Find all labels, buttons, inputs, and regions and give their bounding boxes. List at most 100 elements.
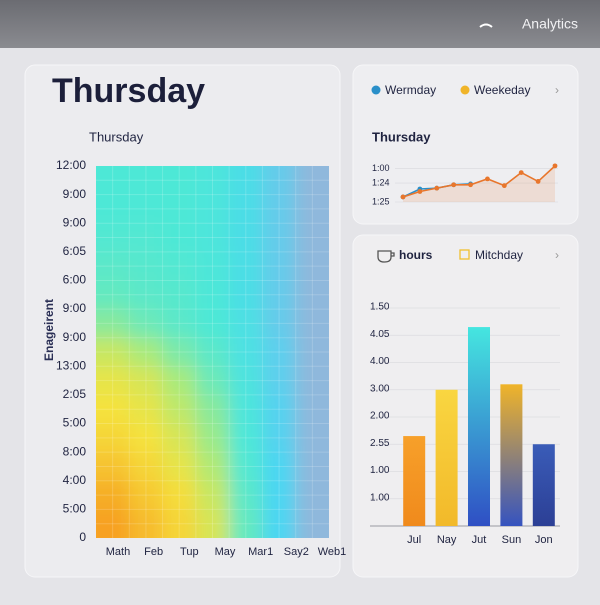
y-tick-label: 5:00 (63, 416, 87, 430)
heat-cell (129, 366, 164, 396)
heat-cell (96, 251, 131, 282)
header-icon[interactable] (479, 23, 493, 28)
heat-cell (162, 423, 197, 454)
heat-cell (162, 166, 197, 196)
line-title: Thursday (372, 129, 431, 144)
point (434, 185, 440, 191)
page-title: Thursday (52, 72, 205, 110)
heat-cell (262, 366, 297, 396)
heat-cell (96, 280, 131, 311)
point (417, 189, 423, 194)
x-tick-label: Nay (437, 534, 457, 546)
y-tick-label: 1:00 (372, 163, 390, 173)
x-tick-label: Tup (180, 546, 199, 558)
heat-cell (195, 366, 231, 396)
heat-cell (162, 280, 197, 311)
heat-cell (195, 452, 231, 482)
bar (403, 436, 426, 526)
heatmap-cells (96, 166, 329, 538)
heat-cell (162, 394, 197, 425)
x-tick-label: Say2 (284, 546, 309, 558)
heat-cell (96, 480, 131, 511)
y-tick-label: 1:25 (372, 196, 390, 206)
legend-swatch (371, 85, 381, 95)
heat-cell (295, 280, 329, 311)
x-tick-label: Sun (502, 534, 522, 546)
heat-cell (195, 509, 231, 538)
heat-cell (229, 452, 264, 482)
point (501, 183, 507, 189)
x-tick-label: Jul (407, 534, 421, 546)
heat-cell (96, 509, 131, 538)
heat-cell (229, 223, 264, 253)
heat-cell (129, 480, 164, 511)
heat-cell (295, 194, 329, 225)
heatmap (96, 166, 329, 538)
y-tick-label: 9:00 (63, 301, 87, 315)
heat-cell (195, 337, 231, 368)
heat-cell (195, 166, 231, 196)
heat-cell (229, 309, 264, 339)
heat-cell (229, 423, 264, 454)
heat-cell (162, 309, 197, 339)
heat-cell (229, 280, 264, 311)
heat-cell (96, 423, 131, 454)
point (400, 194, 406, 200)
more-arrow[interactable]: › (555, 248, 559, 262)
heat-cell (262, 423, 297, 454)
bar (468, 327, 490, 526)
header-bar (0, 0, 600, 48)
heat-cell (129, 309, 164, 339)
heat-cell (162, 509, 197, 538)
y-tick-label: 13:00 (56, 358, 86, 372)
y-tick-label: 6:00 (63, 273, 87, 287)
y-tick-label: 4:00 (63, 473, 87, 487)
heat-cell (262, 280, 297, 311)
heat-cell (262, 509, 297, 538)
heat-cell (295, 166, 329, 196)
heat-cell (96, 223, 131, 253)
y-tick-label: 9:00 (63, 215, 87, 229)
y-tick-label: 0 (79, 530, 86, 544)
x-tick-label: May (215, 546, 236, 558)
point (535, 179, 541, 184)
more-arrow[interactable]: › (555, 83, 559, 97)
y-tick-label: 1.50 (370, 302, 390, 313)
legend-label: Mitchday (475, 248, 523, 262)
heat-cell (295, 509, 329, 538)
heat-cell (162, 194, 197, 225)
heat-cell (295, 394, 329, 425)
heat-cell (129, 394, 164, 425)
point (518, 170, 524, 176)
heat-cell (195, 423, 231, 454)
heat-cell (129, 423, 164, 454)
line-card (352, 64, 579, 225)
heat-cell (229, 480, 264, 511)
heat-cell (195, 309, 231, 339)
heat-cell (129, 337, 164, 368)
heat-cell (195, 194, 231, 225)
y-tick-label: 6:05 (63, 244, 87, 258)
line (402, 165, 556, 198)
heat-cell (96, 166, 131, 196)
legend-swatch (460, 85, 470, 95)
heat-cell (96, 366, 131, 396)
heat-cell (262, 480, 297, 511)
y-tick-label: 2.00 (370, 411, 390, 422)
heat-cell (229, 194, 264, 225)
y-tick-label: 1.00 (370, 465, 390, 476)
legend-label: Weekeday (474, 83, 530, 97)
heat-cell (96, 452, 131, 482)
heat-cell (195, 251, 231, 282)
heat-cell (129, 280, 164, 311)
heat-cell (295, 251, 329, 282)
y-tick-label: 4.00 (370, 356, 390, 367)
heat-cell (129, 509, 164, 538)
heat-cell (129, 251, 164, 282)
heat-cell (262, 194, 297, 225)
point (451, 182, 457, 188)
bar (435, 389, 458, 526)
heat-cell (96, 194, 131, 225)
